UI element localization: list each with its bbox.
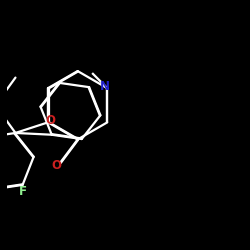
Text: O: O (51, 159, 61, 172)
Text: N: N (100, 80, 110, 93)
Text: F: F (18, 185, 26, 198)
Text: O: O (45, 114, 55, 127)
